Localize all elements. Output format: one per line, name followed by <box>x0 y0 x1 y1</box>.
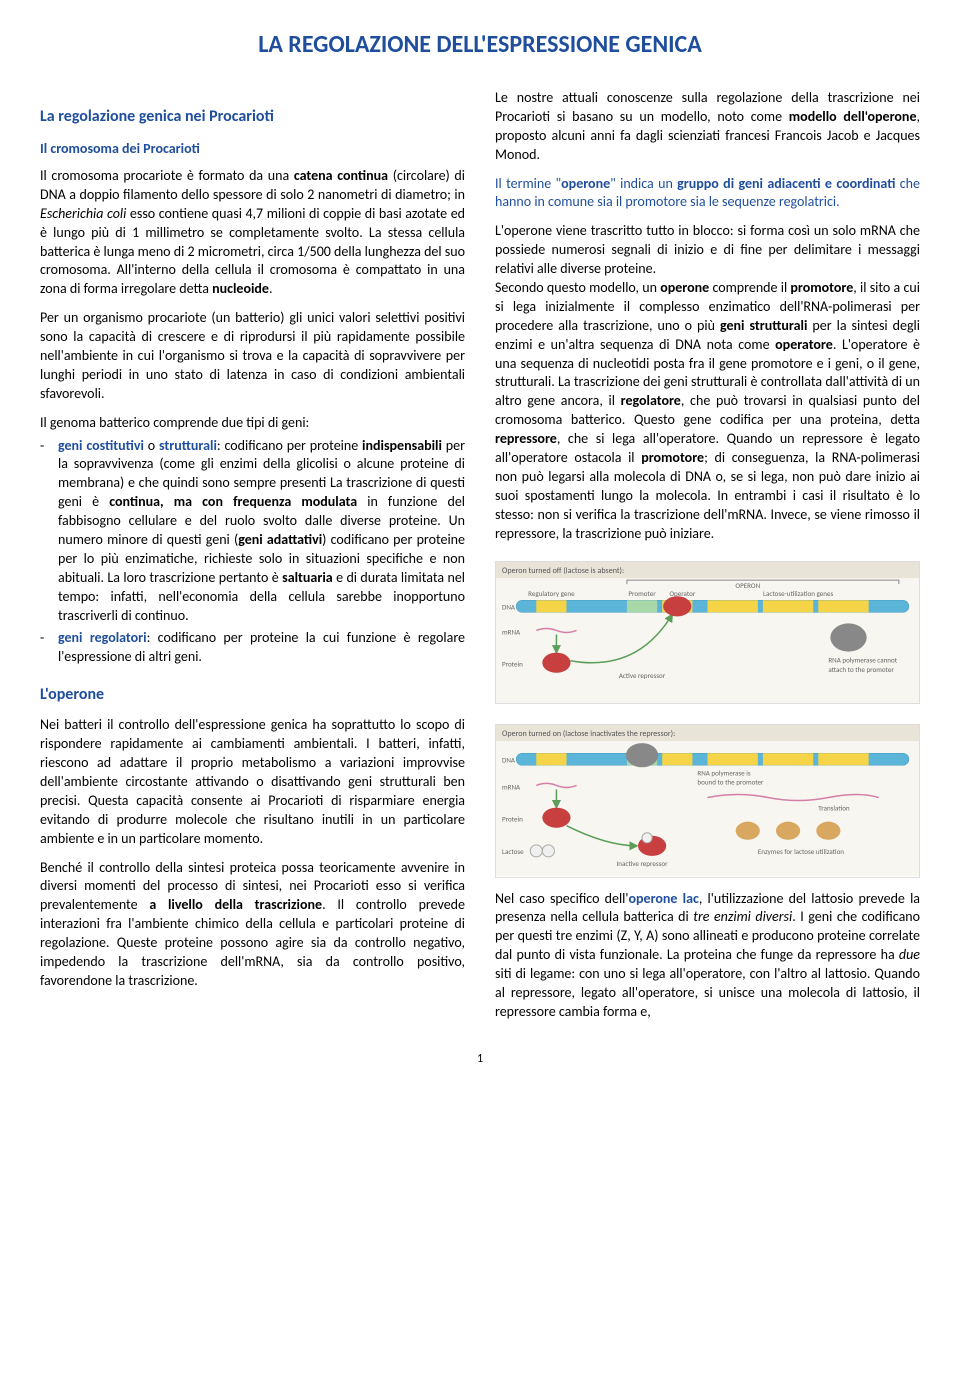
right-column: Le nostre attuali conoscenze sulla regol… <box>495 89 920 1032</box>
bold-text: geni adattativi <box>238 531 322 548</box>
bold-text: gruppo di geni adiacenti e coordinati <box>677 175 895 192</box>
label: Regulatory gene <box>528 590 575 599</box>
text: comprende il <box>709 279 790 296</box>
text: Il termine " <box>495 175 561 192</box>
italic-text: due <box>899 946 920 963</box>
paragraph: L'operone viene trascritto tutto in bloc… <box>495 222 920 543</box>
two-column-layout: La regolazione genica nei Procarioti Il … <box>40 89 920 1032</box>
label: Inactive repressor <box>617 859 669 868</box>
bold-text: regolatore <box>621 392 681 409</box>
page-number: 1 <box>40 1052 920 1066</box>
list-text: geni regolatori: codificano per proteine… <box>58 629 465 667</box>
paragraph: Benché il controllo della sintesi protei… <box>40 859 465 991</box>
keyword: operone lac <box>629 890 699 907</box>
label: RNA polymerase cannot attach to the prom… <box>828 656 898 674</box>
list-text: geni costitutivi o strutturali: codifica… <box>58 437 465 626</box>
label: mRNA <box>502 628 521 637</box>
diagram-title: Operon turned off (lactose is absent): <box>502 567 624 577</box>
bold-text: catena continua <box>294 167 388 184</box>
text: Il cromosoma procariote è formato da una <box>40 167 294 184</box>
text: L'operone viene trascritto tutto in bloc… <box>495 222 920 277</box>
paragraph: Il cromosoma procariote è formato da una… <box>40 167 465 299</box>
label: Promoter <box>628 590 656 599</box>
subsection-heading: Il cromosoma dei Procarioti <box>40 140 465 157</box>
keyword: geni regolatori <box>58 629 147 646</box>
label: Lactose <box>502 847 524 856</box>
label: Translation <box>818 804 850 813</box>
label: OPERON <box>735 582 760 591</box>
section-heading: L'operone <box>40 685 465 704</box>
keyword: operone <box>561 175 610 192</box>
section-heading: La regolazione genica nei Procarioti <box>40 107 465 126</box>
paragraph: Nel caso specifico dell'operone lac, l'u… <box>495 890 920 1022</box>
paragraph: Il genoma batterico comprende due tipi d… <box>40 414 465 433</box>
bold-text: modello dell'operone <box>789 108 917 125</box>
label: Active repressor <box>619 671 666 680</box>
label: DNA <box>502 756 516 765</box>
bold-text: repressore <box>495 430 557 447</box>
text: . <box>836 193 840 210</box>
bold-text: promotore <box>790 279 853 296</box>
bold-text: operone <box>660 279 709 296</box>
operon-off-diagram: Operon turned off (lactose is absent): O… <box>495 561 920 704</box>
bold-text: nucleoide <box>212 280 269 297</box>
bold-text: promotore <box>641 449 704 466</box>
label: Lactose-utilization genes <box>763 590 833 599</box>
text: Secondo questo modello, un <box>495 279 660 296</box>
label: mRNA <box>502 783 521 792</box>
bullet-icon: - <box>40 437 58 626</box>
label: Enzymes for lactose utilization <box>758 847 844 856</box>
list-item: - geni costitutivi o strutturali: codifi… <box>40 437 465 626</box>
text: o <box>144 437 159 454</box>
text: siti di legame: con uno si lega all'oper… <box>495 965 920 1020</box>
paragraph: Per un organismo procariote (un batterio… <box>40 309 465 403</box>
text: " indica un <box>610 175 677 192</box>
italic-text: Escherichia coli <box>40 205 126 222</box>
text: in comune sia il promotore sia le sequen… <box>534 193 836 210</box>
text: Nel caso specifico dell' <box>495 890 629 907</box>
left-column: La regolazione genica nei Procarioti Il … <box>40 89 465 1032</box>
diagram-title: Operon turned on (lactose inactivates th… <box>502 730 675 740</box>
operon-on-diagram: Operon turned on (lactose inactivates th… <box>495 724 920 877</box>
paragraph: Il termine "operone" indica un gruppo di… <box>495 175 920 213</box>
label: DNA <box>502 603 516 612</box>
bold-text: geni strutturali <box>720 317 807 334</box>
page-title: LA REGOLAZIONE DELL'ESPRESSIONE GENICA <box>40 30 920 59</box>
keyword: strutturali <box>159 437 217 454</box>
text: : codificano per proteine <box>217 437 362 454</box>
bullet-icon: - <box>40 629 58 667</box>
keyword: geni costitutivi <box>58 437 144 454</box>
label: Protein <box>502 660 523 669</box>
paragraph: Le nostre attuali conoscenze sulla regol… <box>495 89 920 165</box>
list-item: - geni regolatori: codificano per protei… <box>40 629 465 667</box>
bold-text: indispensabili <box>362 437 442 454</box>
bold-text: operatore <box>775 336 833 353</box>
paragraph: Nei batteri il controllo dell'espression… <box>40 716 465 848</box>
text: . <box>269 280 273 297</box>
bold-text: saltuaria <box>282 569 333 586</box>
bold-text: a livello della trascrizione <box>149 896 322 913</box>
bold-text: continua, ma con frequenza modulata <box>109 493 357 510</box>
label: Protein <box>502 815 523 824</box>
italic-text: tre enzimi diversi <box>693 908 792 925</box>
